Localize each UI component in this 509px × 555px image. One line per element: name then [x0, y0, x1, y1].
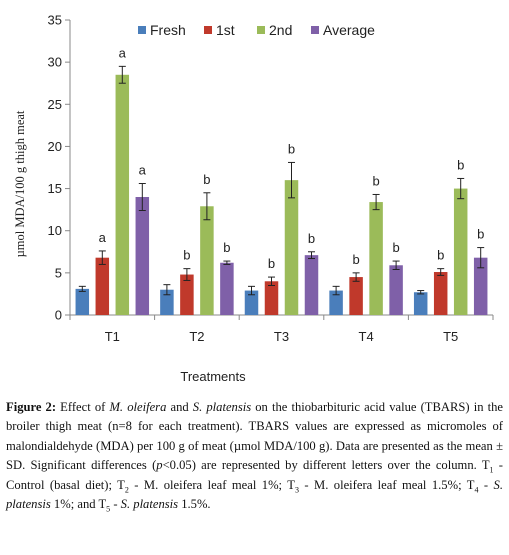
caption-subscript: 4 — [474, 485, 479, 495]
bar — [220, 262, 234, 315]
x-tick-label: T5 — [443, 329, 458, 344]
legend-swatch — [311, 26, 319, 34]
caption-text: - M. oleifera leaf meal 1.5%; T — [298, 477, 475, 492]
legend-label: 1st — [216, 22, 235, 38]
significance-letter: b — [457, 157, 464, 172]
bar — [135, 197, 150, 315]
significance-letter: b — [203, 172, 210, 187]
caption-subscript: 3 — [294, 485, 299, 495]
bar — [75, 288, 90, 315]
bar — [453, 188, 468, 315]
legend-swatch — [204, 26, 212, 34]
bar — [413, 292, 428, 315]
figure-caption: Figure 2: Effect of M. oleifera and S. p… — [6, 398, 503, 514]
significance-letter: b — [477, 227, 484, 242]
x-axis-title: Treatments — [180, 369, 246, 384]
tbars-bar-chart: Fresh 1st 2nd Average 0 5 10 15 20 25 30 35 T1 T2 T3… — [13, 13, 494, 384]
significance-letter: a — [119, 45, 127, 60]
significance-letter: b — [372, 173, 379, 188]
y-axis: 0 5 10 15 20 25 30 35 — [48, 13, 71, 323]
significance-letter: b — [352, 252, 359, 267]
y-tick-label: 0 — [55, 308, 62, 323]
significance-letter: a — [139, 163, 147, 178]
caption-text: - — [478, 477, 494, 492]
bar — [304, 255, 319, 315]
bar — [389, 265, 403, 315]
significance-letter: b — [392, 240, 399, 255]
caption-text: and — [166, 400, 193, 414]
caption-text: - M. oleifera leaf meal 1%; T — [128, 477, 295, 492]
legend-swatch — [138, 26, 146, 34]
significance-letter: a — [99, 230, 107, 245]
caption-text: <0.05) are represented by different lett… — [162, 458, 490, 473]
significance-letter: b — [308, 231, 315, 246]
legend-label: 2nd — [269, 22, 292, 38]
significance-letter: b — [223, 240, 230, 255]
significance-letter: b — [268, 256, 275, 271]
x-tick-label: T1 — [105, 329, 120, 344]
y-tick-label: 15 — [48, 181, 62, 196]
bar — [264, 281, 279, 315]
caption-subscript: 1 — [489, 465, 494, 475]
bar — [160, 289, 174, 315]
caption-species: S. platensis — [192, 400, 252, 414]
significance-letter: b — [437, 248, 444, 263]
bar — [200, 206, 214, 315]
caption-subscript: 2 — [124, 485, 129, 495]
bar-series: a b b b b a b b b b a b b b b — [75, 45, 488, 316]
bar — [284, 180, 299, 315]
caption-text: - — [110, 497, 121, 512]
caption-subscript: 5 — [106, 504, 111, 514]
y-tick-label: 10 — [48, 223, 62, 238]
bar — [349, 277, 363, 315]
x-axis: T1 T2 T3 T4 T5 — [69, 314, 494, 344]
y-tick-label: 25 — [48, 97, 62, 112]
x-tick-label: T3 — [274, 329, 289, 344]
bar — [473, 257, 488, 315]
legend-label: Fresh — [150, 22, 186, 38]
caption-text: on the thiobarbituric acid value (TBARS)… — [6, 400, 504, 473]
y-tick-label: 35 — [48, 13, 62, 28]
bar — [95, 257, 110, 315]
significance-letter: b — [183, 248, 190, 263]
bar — [369, 202, 383, 315]
chart-legend: Fresh 1st 2nd Average — [138, 22, 375, 38]
x-tick-label: T4 — [359, 329, 374, 344]
bar — [244, 290, 259, 315]
bar — [329, 290, 343, 315]
caption-text: 1%; and T — [50, 497, 107, 512]
caption-p-value: p — [156, 458, 163, 473]
legend-swatch — [257, 26, 265, 34]
caption-text: Effect of — [56, 400, 110, 414]
caption-text: 1.5%. — [178, 497, 211, 512]
y-axis-title: µmol MDA/100 g thigh meat — [13, 110, 27, 257]
legend-label: Average — [323, 22, 375, 38]
x-tick-label: T2 — [189, 329, 204, 344]
bar — [433, 272, 448, 315]
caption-label: Figure 2: — [6, 400, 57, 414]
y-tick-label: 30 — [48, 55, 62, 70]
caption-text: - Control (basal diet); T — [6, 458, 503, 492]
y-tick-label: 20 — [48, 139, 62, 154]
caption-species: S. platensis — [120, 497, 179, 512]
caption-species: S. platensis — [6, 477, 503, 512]
bar — [180, 274, 194, 315]
bar — [115, 74, 130, 316]
y-tick-label: 5 — [55, 265, 62, 280]
caption-species: M. oleifera — [109, 400, 167, 414]
significance-letter: b — [288, 141, 295, 156]
